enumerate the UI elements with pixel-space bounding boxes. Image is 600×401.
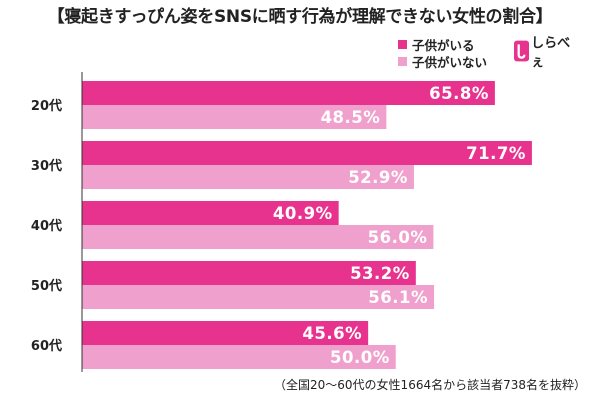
legend-item-series-2: 子供がいない [398, 53, 487, 70]
data-label: 48.5% [321, 108, 381, 127]
data-label: 50.0% [330, 348, 390, 367]
bar-series-1 [82, 201, 339, 225]
category-label: 60代 [31, 338, 62, 354]
bar-series-2 [82, 225, 434, 249]
bar-series-1 [82, 81, 495, 105]
legend-swatch-series-1 [398, 40, 407, 49]
logo-letter-icon [514, 40, 530, 62]
footnote: （全国20～60代の女性1664名から該当者738名を抜粋） [274, 378, 586, 392]
bar-series-1 [82, 261, 416, 285]
data-label: 53.2% [350, 264, 410, 283]
bar-series-2 [82, 105, 387, 129]
category-label: 50代 [31, 278, 62, 294]
brand-logo: しらべぇ [514, 36, 580, 70]
data-label: 52.9% [348, 168, 408, 187]
legend-label-series-2: 子供がいない [412, 55, 488, 70]
category-label: 20代 [31, 98, 62, 114]
data-label: 56.0% [368, 228, 428, 247]
legend-item-series-1: 子供がいる [398, 36, 487, 53]
data-label: 40.9% [273, 204, 333, 223]
data-label: 45.6% [302, 324, 362, 343]
bar-series-2 [82, 345, 396, 369]
category-label: 30代 [31, 158, 62, 174]
logo-text: しらべぇ [531, 36, 571, 70]
bar-series-2 [82, 165, 414, 189]
bar-series-1 [82, 141, 532, 165]
category-label: 40代 [31, 218, 62, 234]
bar-series-1 [82, 321, 369, 345]
data-label: 71.7% [466, 144, 526, 163]
legend-label-series-1: 子供がいる [412, 38, 475, 53]
data-label: 65.8% [429, 84, 489, 103]
legend: 子供がいる 子供がいない [398, 36, 487, 70]
data-label: 56.1% [368, 288, 428, 307]
legend-swatch-series-2 [398, 57, 407, 66]
bar-series-2 [82, 285, 435, 309]
chart-title: 【寝起きすっぴん姿をSNSに晒す行為が理解できない女性の割合】 [47, 7, 553, 27]
